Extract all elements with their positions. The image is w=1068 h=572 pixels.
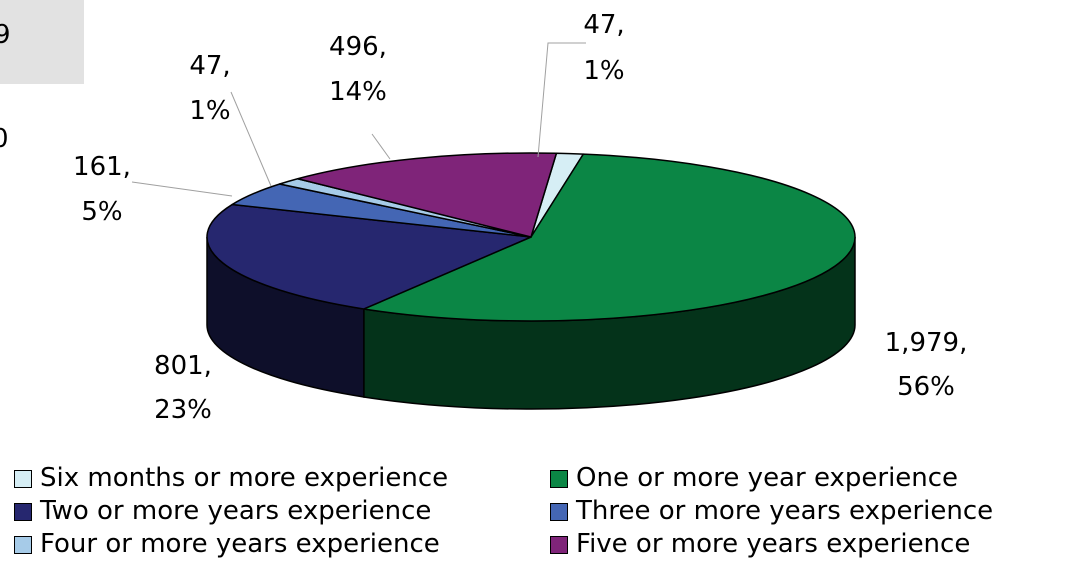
percent-label-six-months-or-more-experience: 1% — [583, 56, 624, 86]
legend-swatch — [14, 502, 32, 521]
pie-top — [206, 152, 856, 322]
legend-label: Two or more years experience — [40, 496, 432, 526]
percent-label-four-or-more-years-experience: 1% — [189, 96, 230, 126]
legend-label: Four or more years experience — [40, 529, 440, 559]
pie-chart: 47, 1% 1,979, 56% 801, 23% 161, 5% 47, 1% 496, 14% — [73, 10, 967, 425]
slice-two-or-more-years-experience — [206, 203, 532, 310]
legend-item-six-months-or-more-experience: Six months or more experience — [14, 462, 448, 495]
leader-line-five-or-more-years-experience — [371, 133, 391, 160]
value-label-one-or-more-year-experience: 1,979, — [885, 328, 968, 358]
legend-swatch — [14, 469, 32, 488]
slice-labels: 47, 1% 1,979, 56% 801, 23% 161, 5% 47, 1% 496, 14% — [73, 10, 967, 425]
cutoff-box-text: 9 — [0, 20, 11, 50]
value-label-three-or-more-years-experience: 161, — [73, 152, 131, 182]
legend-swatch — [550, 535, 568, 554]
slice-one-or-more-year-experience — [363, 153, 856, 322]
value-label-two-or-more-years-experience: 801, — [154, 351, 212, 381]
legend-item-three-or-more-years-experience: Three or more years experience — [550, 495, 993, 528]
percent-label-one-or-more-year-experience: 56% — [897, 372, 955, 402]
cutoff-panel: 9 — [0, 0, 84, 84]
value-label-four-or-more-years-experience: 47, — [189, 51, 230, 81]
legend-label: One or more year experience — [576, 463, 959, 493]
leader-line-four-or-more-years-experience — [230, 91, 272, 187]
legend-item-four-or-more-years-experience: Four or more years experience — [14, 528, 440, 561]
percent-label-two-or-more-years-experience: 23% — [154, 395, 212, 425]
legend-label: Six months or more experience — [40, 463, 449, 493]
value-label-five-or-more-years-experience: 496, — [329, 32, 387, 62]
leader-lines — [131, 42, 586, 197]
legend-swatch — [550, 502, 568, 521]
legend-swatch — [550, 469, 568, 488]
leader-line-six-months-or-more-experience — [537, 42, 586, 158]
leader-line-three-or-more-years-experience — [131, 181, 233, 197]
legend-item-one-or-more-year-experience: One or more year experience — [550, 462, 958, 495]
slice-five-or-more-years-experience — [296, 152, 558, 238]
percent-label-five-or-more-years-experience: 14% — [329, 77, 387, 107]
value-label-six-months-or-more-experience: 47, — [583, 10, 624, 40]
percent-label-three-or-more-years-experience: 5% — [81, 197, 122, 227]
legend-label: Five or more years experience — [576, 529, 971, 559]
legend-item-five-or-more-years-experience: Five or more years experience — [550, 528, 970, 561]
cutoff-side-text: 0 — [0, 124, 9, 154]
legend-swatch — [14, 535, 32, 554]
legend-label: Three or more years experience — [576, 496, 994, 526]
legend-item-two-or-more-years-experience: Two or more years experience — [14, 495, 431, 528]
